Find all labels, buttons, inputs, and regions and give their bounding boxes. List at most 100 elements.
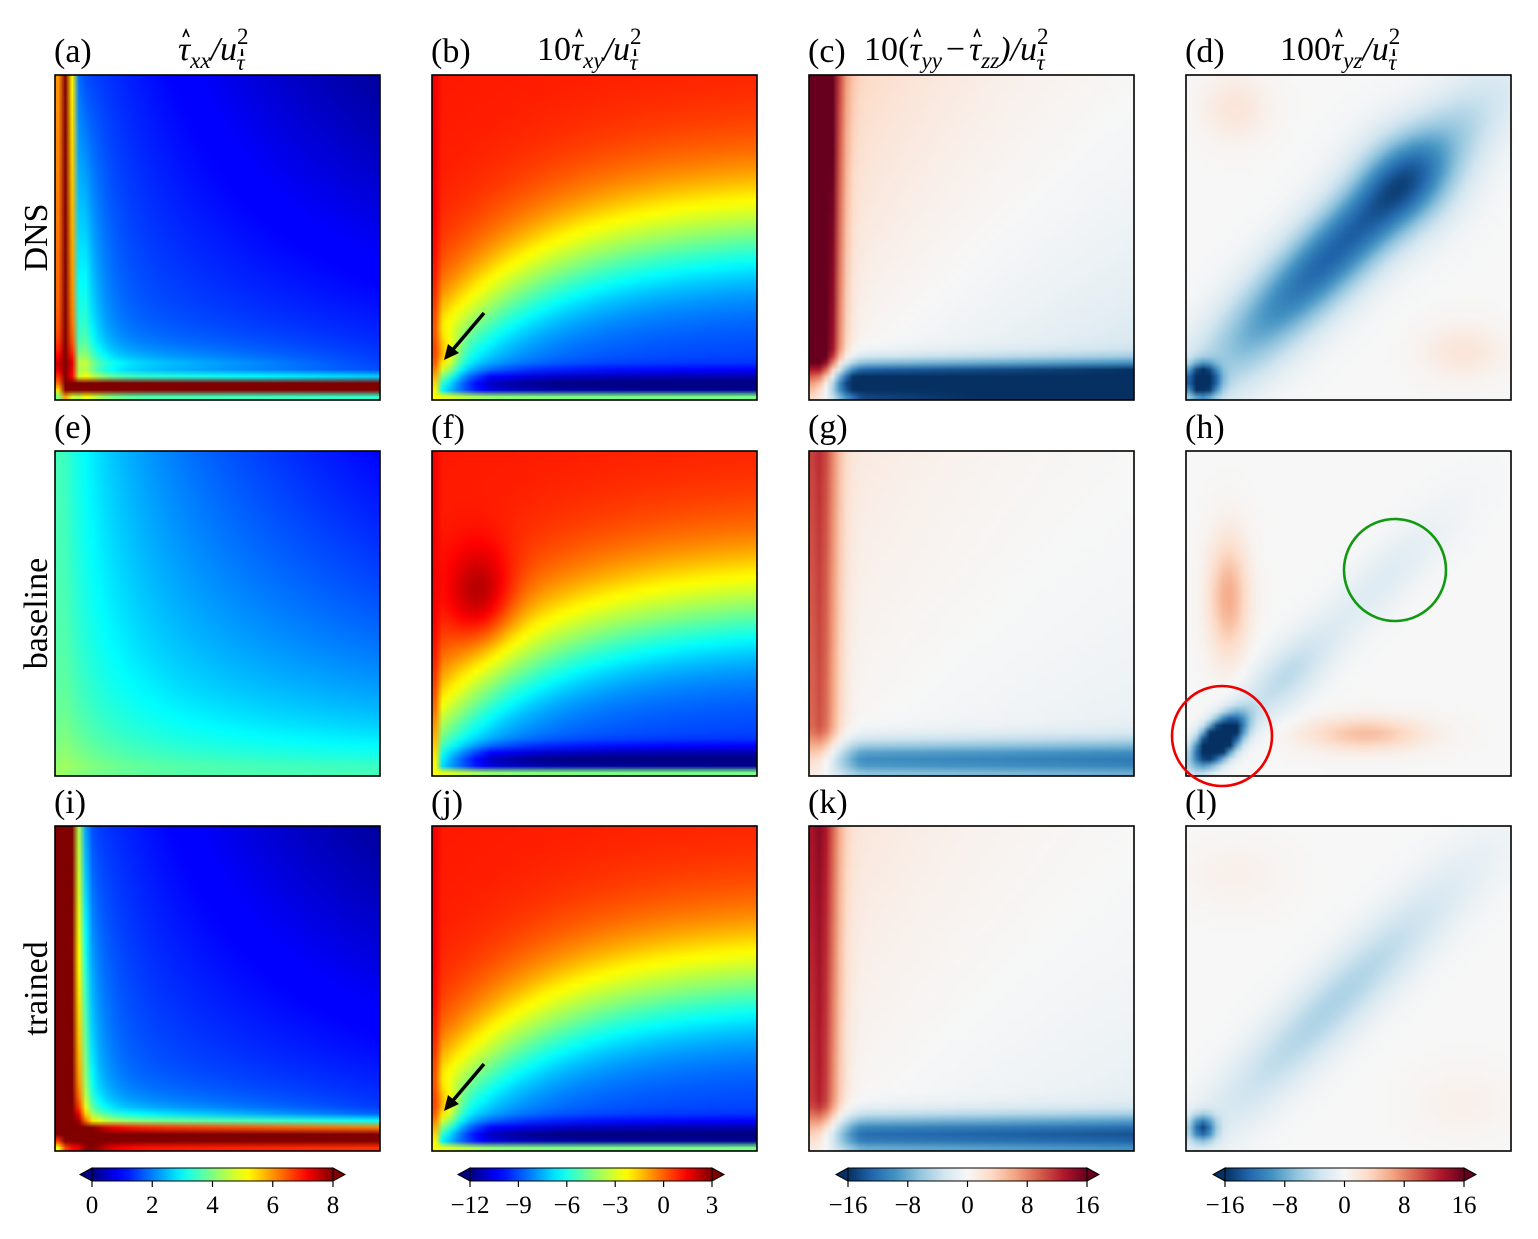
hat-accent	[182, 27, 190, 38]
colorbar-extend-high	[711, 1167, 726, 1182]
panel-frame	[54, 825, 381, 1152]
colorbar-extend-high	[1086, 1167, 1101, 1182]
panel-l	[1185, 825, 1512, 1152]
colorbar-tick-label: 0	[961, 1192, 974, 1219]
annotation-arrow	[448, 1062, 486, 1106]
title-part: zz	[980, 48, 999, 73]
hat-accent	[240, 48, 244, 57]
heatmap-field	[55, 75, 380, 400]
hat-accent	[1392, 48, 1396, 57]
title-part: /u	[1360, 31, 1388, 68]
title-part: /u	[209, 31, 237, 68]
panel-label: (b)	[431, 33, 471, 70]
title-part: 2	[237, 24, 249, 49]
panel-label: (g)	[808, 409, 848, 446]
panel-frame	[54, 450, 381, 777]
title-part: τ	[1331, 31, 1345, 68]
panel-frame	[54, 74, 381, 401]
panel-frame	[808, 74, 1135, 401]
colorbar-tick-label: 16	[1075, 1192, 1100, 1219]
title-part: τ	[630, 50, 639, 75]
colorbar-gradient	[91, 1167, 334, 1182]
panel-h	[1185, 450, 1512, 777]
colorbar-tick-label: 16	[1452, 1192, 1477, 1219]
panel-label: (i)	[54, 784, 86, 821]
colorbar-tick-label: 0	[657, 1192, 670, 1219]
colorbar-3: −16 −8 0 8 16	[828, 1167, 1101, 1219]
heatmap-field	[55, 826, 380, 1151]
title-part: xx	[189, 48, 211, 73]
hat-accent	[973, 27, 981, 38]
title-part: )/u	[997, 31, 1037, 68]
colorbar-tick-label: 3	[706, 1192, 719, 1219]
panel-label: (d)	[1185, 33, 1225, 70]
panel-label: (k)	[808, 784, 848, 821]
colorbar-tick-label: 8	[1398, 1192, 1411, 1219]
panel-a	[54, 74, 381, 401]
hat-accent	[913, 27, 922, 38]
colorbar-tick-label: 8	[1021, 1192, 1034, 1219]
title-part: 100	[1280, 31, 1331, 68]
colorbar-tick-label: −8	[1271, 1192, 1298, 1219]
colorbar-gradient	[469, 1167, 713, 1182]
title-part: /u	[602, 31, 630, 68]
panel-frame	[808, 450, 1135, 777]
colorbar-tick-label: 0	[86, 1192, 99, 1219]
annotation-circle	[1342, 517, 1448, 623]
title-part: 2	[1037, 24, 1049, 49]
panel-label: (e)	[54, 409, 92, 446]
heatmap-field	[809, 75, 1134, 400]
title-part: τ	[178, 31, 192, 68]
hat-accent	[575, 27, 583, 38]
colorbar-1: 0 2 4 6 8	[78, 1167, 347, 1219]
title-part: τ	[237, 50, 246, 75]
colorbar-tick-label: −16	[1205, 1192, 1244, 1219]
colorbar-extend-low	[834, 1167, 849, 1182]
colorbar-extend-high	[1463, 1167, 1478, 1182]
annotation-circle	[1170, 684, 1274, 788]
title-part: xy	[582, 48, 604, 73]
panel-frame	[1185, 74, 1512, 401]
panel-frame	[1185, 450, 1512, 777]
hat-accent	[1335, 27, 1343, 38]
panel-e	[54, 450, 381, 777]
title-part: τ	[1036, 50, 1045, 75]
panel-label: (h)	[1185, 409, 1225, 446]
title-part: −	[946, 31, 965, 68]
heatmap-field	[432, 826, 757, 1151]
panel-g	[808, 450, 1135, 777]
row-label: trained	[18, 941, 55, 1035]
heatmap-field	[432, 451, 757, 776]
colorbar-4: −16 −8 0 8 16	[1205, 1167, 1478, 1219]
title-part: τ	[1388, 50, 1397, 75]
column-title: τxx/u2 τ	[178, 24, 249, 75]
column-title: 10τxy/u2 τ	[537, 24, 642, 75]
panel-i	[54, 825, 381, 1152]
panel-d	[1185, 74, 1512, 401]
colorbar-extend-low	[78, 1167, 93, 1182]
hat-accent	[633, 48, 637, 57]
row-label: baseline	[18, 558, 55, 669]
annotation-arrow	[448, 311, 486, 355]
column-title: 100τyz/u2 τ	[1280, 24, 1400, 75]
colorbar-extend-low	[456, 1167, 471, 1182]
panel-c	[808, 74, 1135, 401]
heatmap-field	[432, 75, 757, 400]
row-label: DNS	[18, 203, 55, 271]
heatmap-field	[1186, 451, 1511, 776]
heatmap-field	[809, 451, 1134, 776]
colorbar-tick-label: −6	[553, 1192, 580, 1219]
colorbar-tick-label: −9	[505, 1192, 532, 1219]
annotation-arrow-head	[444, 1095, 459, 1111]
panel-label: (f)	[431, 409, 465, 446]
panel-j	[431, 825, 758, 1152]
panel-b	[431, 74, 758, 401]
colorbar-gradient	[847, 1167, 1088, 1182]
panel-f	[431, 450, 758, 777]
panel-frame	[1185, 825, 1512, 1152]
title-part: 10(	[864, 31, 909, 68]
heatmap-field	[55, 451, 380, 776]
title-part: yy	[920, 48, 943, 73]
panel-label: (a)	[54, 33, 92, 70]
